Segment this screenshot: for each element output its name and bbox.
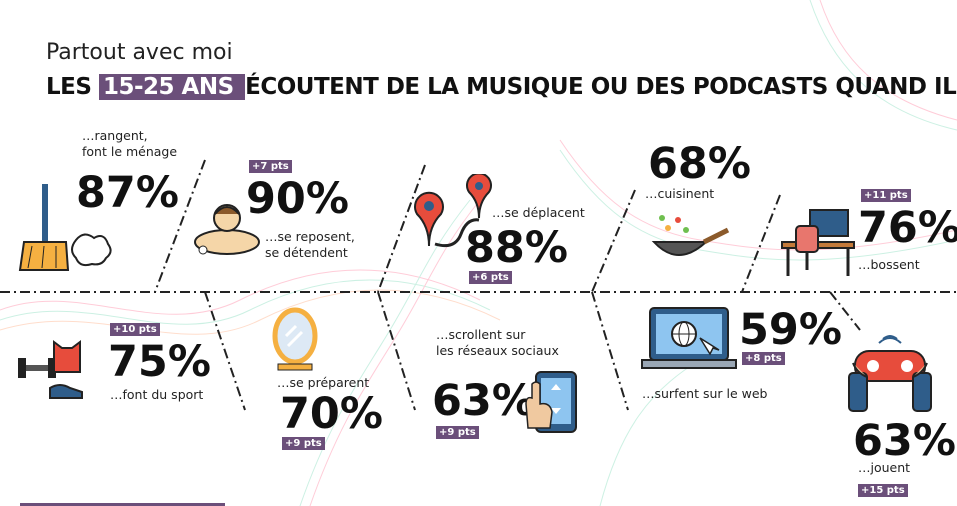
- title-highlight: 15-25 ANS: [98, 74, 246, 100]
- badge-repos: +7 pts: [249, 160, 292, 173]
- label-repos: …se reposent, se détendent: [265, 229, 355, 261]
- laptop-globe-icon: [641, 307, 737, 369]
- page-title: LES 15-25 ANS ÉCOUTENT DE LA MUSIQUE OU …: [46, 74, 957, 100]
- label-surfent: …surfent sur le web: [642, 386, 768, 401]
- relax-icon: [194, 204, 260, 255]
- badge-deplacent: +6 pts: [469, 271, 512, 284]
- percent-sport: 75%: [108, 337, 211, 387]
- label-menage: …rangent, font le ménage: [82, 128, 178, 160]
- gamepad-icon: [848, 335, 932, 412]
- mirror-icon: [272, 307, 318, 371]
- title-suffix: ÉCOUTENT DE LA MUSIQUE OU DES PODCASTS Q…: [245, 74, 957, 100]
- desk-icon: [781, 209, 855, 276]
- badge-scrollent: +9 pts: [436, 426, 479, 439]
- label-preparent: …se préparent: [277, 375, 370, 390]
- sport-icon: [18, 340, 83, 399]
- percent-bossent: 76%: [858, 203, 957, 253]
- badge-surfent: +8 pts: [742, 352, 785, 365]
- percent-menage: 87%: [76, 168, 179, 218]
- label-scrollent: …scrollent sur les réseaux sociaux: [436, 327, 559, 359]
- label-bossent: …bossent: [858, 257, 920, 272]
- badge-bossent: +11 pts: [861, 189, 911, 202]
- badge-sport: +10 pts: [110, 323, 160, 336]
- label-deplacent: …se déplacent: [492, 205, 585, 220]
- page-subtitle: Partout avec moi: [46, 40, 233, 65]
- percent-cuisinent: 68%: [648, 139, 751, 189]
- badge-preparent: +9 pts: [282, 437, 325, 450]
- label-jouent: …jouent: [858, 460, 911, 475]
- title-prefix: LES: [46, 74, 99, 100]
- percent-scrollent: 63%: [432, 376, 535, 426]
- badge-jouent: +15 pts: [858, 484, 908, 497]
- percent-preparent: 70%: [280, 389, 383, 439]
- broom-icon: [18, 184, 112, 271]
- wok-icon: [651, 215, 730, 256]
- map-pins-icon: [414, 174, 492, 248]
- bottom-accent-bar: [20, 503, 225, 506]
- label-sport: …font du sport: [110, 387, 204, 402]
- label-cuisinent: …cuisinent: [645, 186, 715, 201]
- percent-jouent: 63%: [853, 416, 956, 466]
- percent-surfent: 59%: [739, 305, 842, 355]
- phone-scroll-icon: [525, 371, 577, 433]
- percent-repos: 90%: [246, 174, 349, 224]
- percent-deplacent: 88%: [465, 223, 568, 273]
